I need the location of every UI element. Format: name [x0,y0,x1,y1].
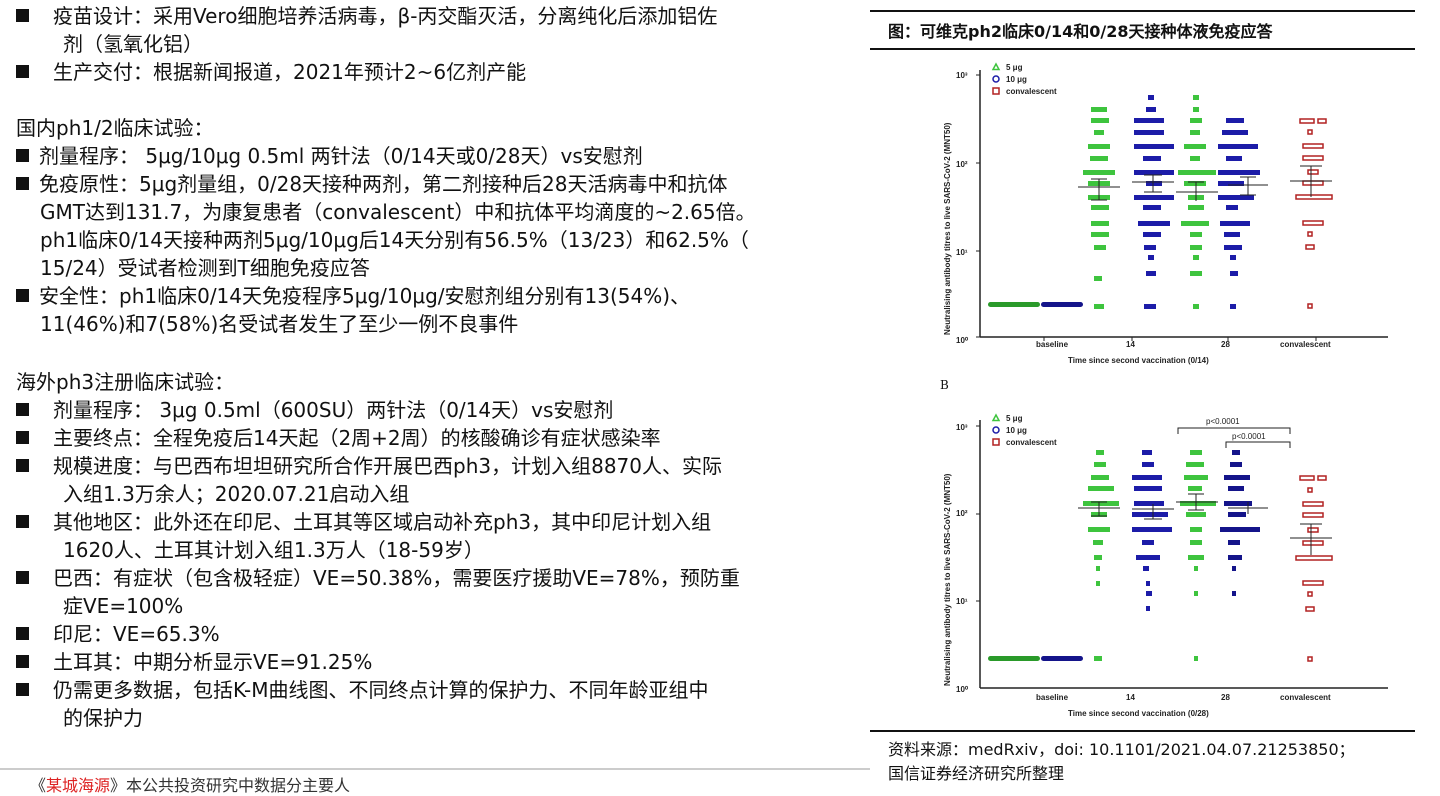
svg-text:10⁰: 10⁰ [956,685,969,694]
overseas-bullet-3-line-2: 入组1.3万余人；2020.07.21启动入组 [63,482,410,506]
square-bullet-icon [16,65,29,78]
svg-text:5 μg: 5 μg [1006,414,1023,423]
svg-text:convalescent: convalescent [1006,438,1057,447]
svg-text:10¹: 10¹ [956,597,968,606]
source-line-1: 资料来源：medRxiv，doi: 10.1101/2021.04.07.212… [888,740,1355,759]
overseas-bullet-5-line-2: 症VE=100% [63,594,184,618]
domestic-bullet-2-line-4: 15/24）受试者检测到T细胞免疫应答 [40,256,370,280]
svg-text:10²: 10² [956,160,968,169]
svg-text:5 μg: 5 μg [1006,63,1023,72]
overseas-bullet-4: 其他地区：此外还在印尼、土耳其等区域启动补充ph3，其中印尼计划入组 [16,508,711,536]
svg-text:14: 14 [1126,693,1135,702]
chart-panel-a: 10³ 10² 10¹ 10⁰ baseline 14 28 convalesc… [928,55,1388,370]
square-bullet-icon [16,289,29,302]
chart-a-legend: 5 μg 10 μg convalescent [992,63,1057,96]
svg-text:baseline: baseline [1036,693,1069,702]
svg-text:Time since second vaccination: Time since second vaccination (0/28) [1068,709,1209,718]
figure-top-rule [870,10,1415,12]
figure-panel: 图：可维克ph2临床0/14和0/28天接种体液免疫应答 10³ 10² 10¹… [870,0,1440,783]
domestic-bullet-1: 剂量程序： 5μg/10μg 0.5ml 两针法（0/14天或0/28天）vs安… [16,142,643,170]
panel-b-label: B [940,378,949,392]
svg-text:10 μg: 10 μg [1006,75,1027,84]
square-bullet-icon [16,655,29,668]
overseas-bullet-8-line-2: 的保护力 [63,706,143,730]
square-bullet-icon [16,683,29,696]
chart-b-legend: 5 μg 10 μg convalescent [992,414,1057,447]
svg-text:baseline: baseline [1036,340,1069,349]
square-bullet-icon [16,515,29,528]
square-bullet-icon [16,149,29,162]
overseas-bullet-7: 土耳其：中期分析显示VE=91.25% [16,648,372,676]
chart-b-svg: 10³ 10² 10¹ 10⁰ baseline 14 28 convalesc… [943,414,1388,718]
domestic-bullet-2: 免疫原性：5μg剂量组，0/28天接种两剂，第二剂接种后28天活病毒中和抗体 [16,170,728,198]
domestic-bullet-2-line-2: GMT达到131.7，为康复患者（convalescent）中和抗体平均滴度的~… [40,200,756,224]
domestic-heading: 国内ph1/2临床试验： [16,116,214,140]
figure-source: 资料来源：medRxiv，doi: 10.1101/2021.04.07.212… [888,738,1355,786]
square-bullet-icon [16,431,29,444]
domestic-bullet-3-line-2: 11(46%)和7(58%)名受试者发生了至少一例不良事件 [40,312,519,336]
overseas-heading: 海外ph3注册临床试验： [16,370,235,394]
square-bullet-icon [16,9,29,22]
svg-text:Time since second vaccination: Time since second vaccination (0/14) [1068,356,1209,365]
overseas-bullet-6: 印尼：VE=65.3% [16,620,220,648]
svg-text:14: 14 [1126,340,1135,349]
overseas-bullet-3: 规模进度：与巴西布坦坦研究所合作开展巴西ph3，计划入组8870人、实际 [16,452,722,480]
overseas-bullet-4-line-2: 1620人、土耳其计划入组1.3万人（18-59岁） [63,538,484,562]
svg-text:Neutralising antibody titres t: Neutralising antibody titres to live SAR… [943,122,952,335]
domestic-bullet-2-line-3: ph1临床0/14天接种两剂5μg/10μg后14天分别有56.5%（13/23… [40,228,749,252]
svg-text:convalescent: convalescent [1280,693,1331,702]
svg-text:10³: 10³ [956,71,968,80]
page-divider [0,768,870,770]
svg-text:convalescent: convalescent [1006,87,1057,96]
svg-text:10³: 10³ [956,423,968,432]
chart-panel-b: 10³ 10² 10¹ 10⁰ baseline 14 28 convalesc… [928,398,1388,718]
figure-title: 图：可维克ph2临床0/14和0/28天接种体液免疫应答 [888,22,1273,41]
svg-text:p<0.0001: p<0.0001 [1206,417,1240,426]
svg-text:10⁰: 10⁰ [956,336,969,345]
svg-text:28: 28 [1221,693,1230,702]
overseas-bullet-1: 剂量程序： 3μg 0.5ml（600SU）两针法（0/14天）vs安慰剂 [16,396,613,424]
svg-text:p<0.0001: p<0.0001 [1232,432,1266,441]
svg-text:28: 28 [1221,340,1230,349]
square-bullet-icon [16,177,29,190]
svg-text:convalescent: convalescent [1280,340,1331,349]
intro-bullet-2: 生产交付：根据新闻报道，2021年预计2~6亿剂产能 [16,58,526,86]
source-line-2: 国信证券经济研究所整理 [888,764,1065,783]
overseas-bullet-5: 巴西：有症状（包含极轻症）VE=50.38%，需要医疗援助VE=78%，预防重 [16,564,740,592]
chart-a-svg: 10³ 10² 10¹ 10⁰ baseline 14 28 convalesc… [943,63,1388,365]
svg-text:10²: 10² [956,509,968,518]
svg-text:10¹: 10¹ [956,248,968,257]
overseas-bullet-8: 仍需更多数据，包括K-M曲线图、不同终点计算的保护力、不同年龄亚组中 [16,676,709,704]
square-bullet-icon [16,459,29,472]
square-bullet-icon [16,627,29,640]
intro-bullet-1: 疫苗设计：采用Vero细胞培养活病毒，β-丙交酯灭活，分离纯化后添加铝佐 [16,2,717,30]
domestic-bullet-3: 安全性：ph1临床0/14天免疫程序5μg/10μg/安慰剂组分别有13(54%… [16,282,690,310]
svg-text:10 μg: 10 μg [1006,426,1027,435]
intro-bullet-1-cont: 剂（氢氧化铝） [63,32,203,56]
figure-title-rule [870,48,1415,50]
svg-text:Neutralising antibody titres t: Neutralising antibody titres to live SAR… [943,473,952,686]
square-bullet-icon [16,403,29,416]
overseas-bullet-2: 主要终点：全程免疫后14天起（2周+2周）的核酸确诊有症状感染率 [16,424,661,452]
square-bullet-icon [16,571,29,584]
footer-cut-text: 《某城海源》本公共投资研究中数据分主要人 [30,776,351,795]
figure-bottom-rule [870,730,1415,732]
